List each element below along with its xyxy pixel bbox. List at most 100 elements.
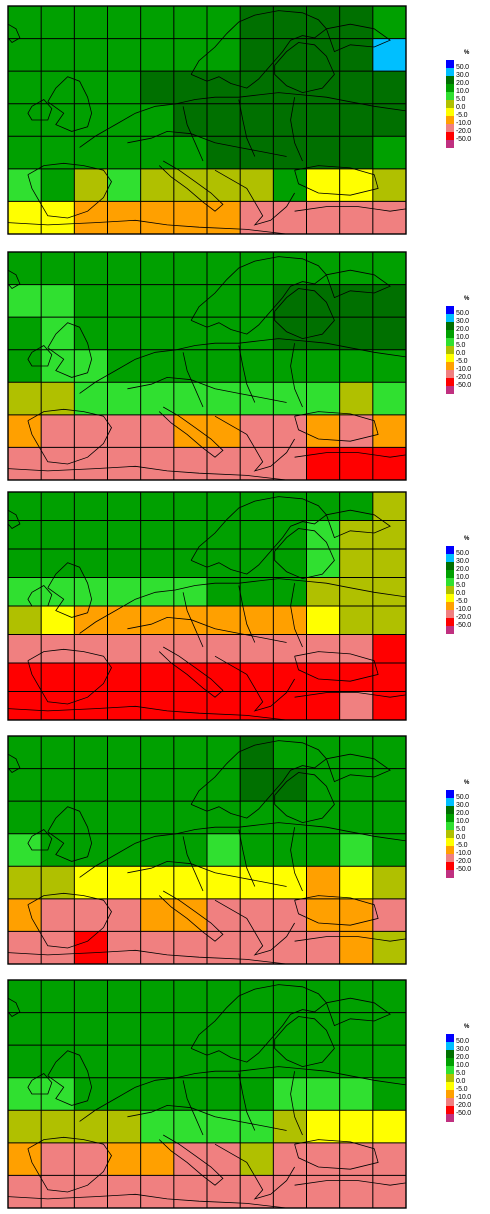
grid-cell <box>140 252 175 285</box>
grid-cell <box>240 349 274 383</box>
coastline <box>190 740 327 819</box>
grid-cell <box>173 382 208 416</box>
grid-cell <box>273 447 307 481</box>
grid-cell <box>140 492 175 521</box>
grid-cell <box>74 1045 108 1079</box>
grid-cell <box>74 691 108 721</box>
grid-cell <box>372 447 407 481</box>
grid-cell <box>173 414 208 448</box>
legend-entry <box>446 132 490 140</box>
legend-swatch <box>446 100 454 108</box>
coastline <box>47 1050 93 1106</box>
legend-entry <box>446 362 490 370</box>
grid-cell <box>372 691 407 721</box>
grid-cell <box>173 103 208 137</box>
grid-cell <box>273 103 307 137</box>
coastline <box>158 1134 224 1186</box>
grid-cell <box>306 833 340 867</box>
grid-cell <box>207 663 241 692</box>
grid-cell <box>339 1045 374 1079</box>
grid-cell <box>339 833 374 867</box>
coastline <box>27 892 112 949</box>
grid-cell <box>207 931 241 965</box>
grid-cell <box>207 71 241 105</box>
coastline <box>27 828 53 851</box>
legend-entry <box>446 354 490 362</box>
coastline <box>294 411 379 442</box>
coastline <box>294 895 379 926</box>
legend-swatch <box>446 862 454 870</box>
legend-entry <box>446 378 490 386</box>
grid-cell <box>41 284 75 318</box>
grid-cell <box>273 1012 307 1046</box>
coastline <box>238 99 256 157</box>
grid-cell <box>273 866 307 900</box>
grid-cell <box>8 634 42 664</box>
legend-swatch <box>446 68 454 76</box>
grid-cell <box>107 201 141 235</box>
legend-entry <box>446 108 490 116</box>
grid-cell <box>240 520 274 550</box>
grid-cell <box>140 71 175 105</box>
coastline <box>79 92 407 148</box>
grid-cell <box>173 980 208 1013</box>
coastline <box>158 646 224 698</box>
grid-cell <box>273 1175 307 1209</box>
grid-cell <box>8 168 42 202</box>
legend-label: -10.0 <box>456 120 471 127</box>
legend-label: -10.0 <box>456 1094 471 1101</box>
legend-swatch <box>446 586 454 594</box>
grid-cell <box>107 414 141 448</box>
legend-swatch <box>446 362 454 370</box>
legend-label: 0.0 <box>456 1078 466 1085</box>
map-frame <box>7 5 407 235</box>
grid-cell <box>107 1110 141 1144</box>
grid-cell <box>207 447 241 481</box>
grid-cell <box>372 136 407 170</box>
legend-entry <box>446 92 490 100</box>
grid-cell <box>107 136 141 170</box>
coastline <box>326 997 391 1027</box>
grid-cell <box>240 736 274 769</box>
grid-cell <box>74 6 108 39</box>
coastline <box>274 1016 335 1068</box>
legend-entry <box>446 870 490 878</box>
grid-cell <box>140 801 175 835</box>
grid-cell <box>173 317 208 351</box>
grid-cell <box>107 549 141 578</box>
grid-cell <box>372 252 407 285</box>
legend-label: -5.0 <box>456 842 468 849</box>
grid-cell <box>74 349 108 383</box>
coastline <box>274 288 335 340</box>
grid-cell <box>173 1077 208 1111</box>
legend-label: 50.0 <box>456 64 469 71</box>
legend-swatch <box>446 602 454 610</box>
legend-label: 50.0 <box>456 550 469 557</box>
grid-cell <box>8 317 42 351</box>
map-panel-1: % 50.0 30.0 20.0 10.0 5.0 0.0 -5.0 -10.0 -20.0 -50… <box>0 0 490 240</box>
legend-label: -50.0 <box>456 136 471 143</box>
grid-cell <box>140 1142 175 1176</box>
map-panel-4: % 50.0 30.0 20.0 10.0 5.0 0.0 -5.0 -10.0 -20.0 -50… <box>0 730 490 970</box>
legend-swatch <box>446 1042 454 1050</box>
grid-cell <box>107 577 141 607</box>
grid-cell <box>74 38 108 72</box>
grid-cell <box>339 103 374 137</box>
legend-entry <box>446 578 490 586</box>
legend-label: 5.0 <box>456 582 466 589</box>
legend-entry <box>446 314 490 322</box>
grid-cell <box>207 492 241 521</box>
grid-cell <box>240 768 274 802</box>
legend-entry <box>446 562 490 570</box>
grid-cell <box>207 136 241 170</box>
map-panel-2: % 50.0 30.0 20.0 10.0 5.0 0.0 -5.0 -10.0 -20.0 -50… <box>0 246 490 486</box>
grid-cell <box>8 284 42 318</box>
legend-label: 50.0 <box>456 794 469 801</box>
grid-cell <box>273 1110 307 1144</box>
grid-cell <box>173 201 208 235</box>
grid-cell <box>339 284 374 318</box>
map-frame <box>7 735 407 965</box>
legend-label: -50.0 <box>456 382 471 389</box>
grid-cell <box>339 1012 374 1046</box>
legend-entry <box>446 100 490 108</box>
